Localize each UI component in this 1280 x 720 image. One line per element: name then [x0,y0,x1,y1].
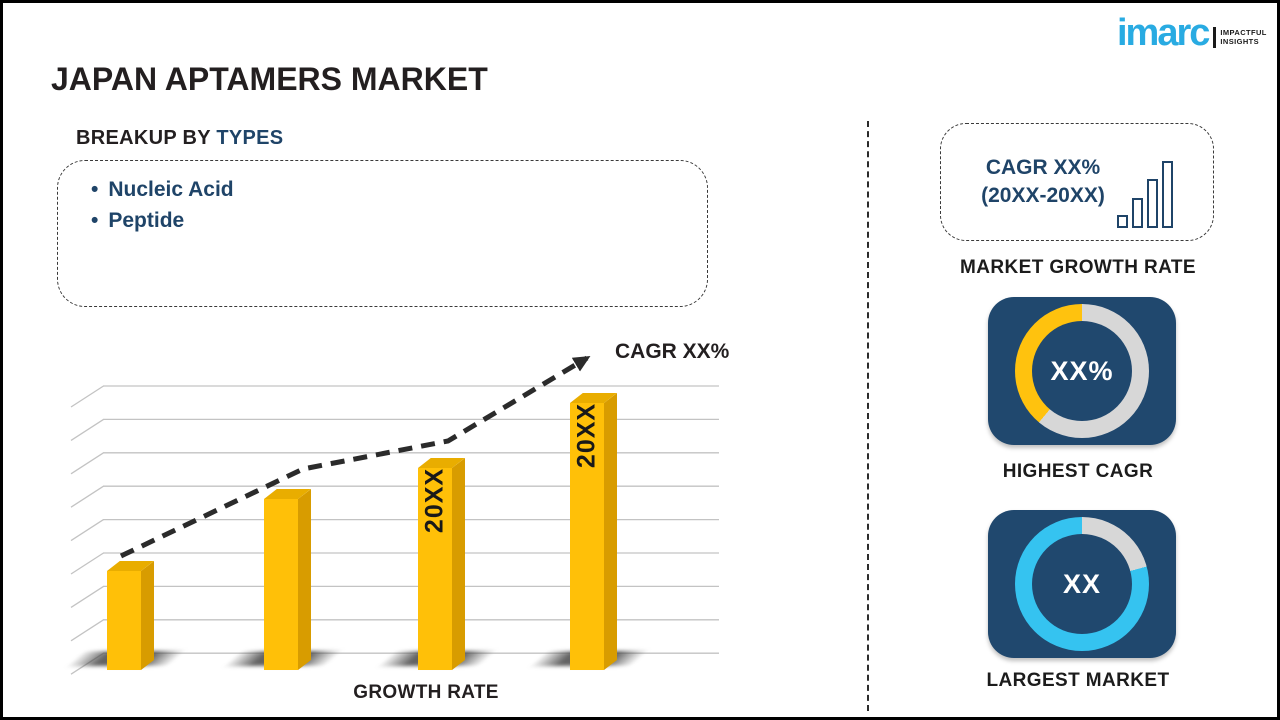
highest-cagr-value: XX% [1050,355,1114,386]
bar-3: 20XX [418,457,465,670]
donut-hole [1032,534,1132,634]
list-item: Peptide [91,205,707,236]
imarc-logo-wordmark: imarc [1117,12,1210,54]
bar-side-face [452,457,465,670]
bar-year-label: 20XX [572,402,601,469]
bar-side-face [141,560,154,670]
growth-bar [1146,178,1158,228]
bar-side-face [298,488,311,670]
bar-1 [107,560,154,670]
largest-market-label: LARGEST MARKET [986,670,1170,691]
donut-highest-cagr: XX% [1015,304,1149,438]
market-growth-rate-card: CAGR XX% (20XX-20XX) [940,123,1214,241]
growth-bar [1161,160,1173,228]
logo-tagline: IMPACTFUL INSIGHTS [1220,28,1267,46]
imarc-logo: imarc IMPACTFUL INSIGHTS [1117,12,1267,54]
bar-chart: CAGR XX% GROWTH RATE 20XX 20XX [63,338,753,717]
bar-4: 20XX [570,392,617,670]
bar-side-face [604,392,617,670]
donut-hole [1032,321,1132,421]
growth-bar [1116,214,1128,228]
breakup-types-box: Nucleic Acid Peptide [57,160,708,307]
logo-divider [1213,26,1217,48]
bar-year-label: 20XX [420,467,449,534]
largest-market-value: XX [1062,568,1102,599]
breakup-heading: BREAKUP BY TYPES [76,127,284,149]
page-title: JAPAN APTAMERS MARKET [51,61,488,97]
largest-market-card: XX [988,510,1176,658]
highest-cagr-card: XX% [988,297,1176,445]
x-axis-label: GROWTH RATE [353,682,499,703]
market-growth-rate-label: MARKET GROWTH RATE [960,257,1196,278]
cagr-annotation: CAGR XX% [615,340,730,363]
growth-bar [1131,197,1143,228]
highest-cagr-label: HIGHEST CAGR [1002,461,1154,482]
breakup-items-list: Nucleic Acid Peptide [58,161,707,236]
section-divider [867,121,869,711]
donut-largest-market: XX [1015,517,1149,651]
growth-bars-icon [1116,160,1173,228]
cagr-range-text: CAGR XX% (20XX-20XX) [981,156,1105,207]
bar-2 [264,488,311,670]
list-item: Nucleic Acid [91,174,707,205]
